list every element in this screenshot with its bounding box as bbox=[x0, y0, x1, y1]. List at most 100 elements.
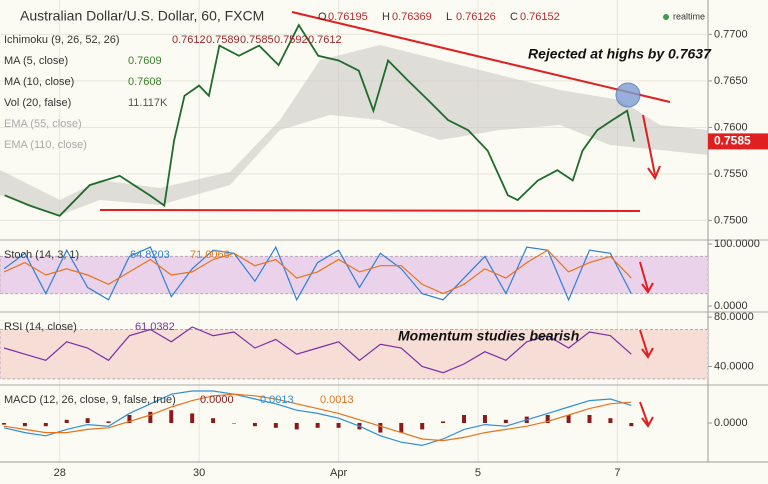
annotation: Rejected at highs by 0.7637 bbox=[528, 46, 712, 62]
arrow bbox=[639, 401, 654, 428]
ohlc-value: 0.76126 bbox=[456, 11, 496, 23]
histogram-bar bbox=[127, 415, 132, 423]
y-tick-label: 0.7650 bbox=[714, 75, 748, 87]
indicator-name: Vol (20, false) bbox=[4, 97, 71, 109]
indicator-value: 0.7589 bbox=[206, 34, 240, 46]
indicator-name: EMA (55, close) bbox=[4, 118, 82, 130]
y-tick-label: 0.0000 bbox=[714, 417, 748, 429]
ohlc-label: L bbox=[446, 11, 452, 23]
indicator-value: 0.7585 bbox=[240, 34, 274, 46]
ohlc-label: C bbox=[510, 11, 518, 23]
histogram-bar bbox=[64, 419, 69, 423]
histogram-bar bbox=[587, 415, 592, 423]
chart-title: Australian Dollar/U.S. Dollar, 60, FXCM bbox=[20, 8, 264, 24]
legend-value: 64.8203 bbox=[130, 249, 170, 261]
indicator-value: 0.7608 bbox=[128, 76, 162, 88]
x-tick-label: 28 bbox=[54, 467, 66, 479]
histogram-bar bbox=[190, 413, 195, 423]
histogram-bar bbox=[315, 423, 320, 428]
support-line bbox=[99, 209, 641, 212]
ohlc-value: 0.76369 bbox=[392, 11, 432, 23]
histogram-bar bbox=[1, 423, 6, 425]
histogram-bar bbox=[462, 415, 467, 423]
histogram-bar bbox=[294, 423, 299, 430]
histogram-bar bbox=[336, 423, 341, 428]
x-tick-label: 30 bbox=[193, 467, 205, 479]
legend-value: 61.0382 bbox=[135, 321, 175, 333]
x-tick-label: Apr bbox=[330, 467, 347, 479]
histogram-bar bbox=[399, 423, 404, 433]
histogram-bar bbox=[252, 423, 257, 427]
y-tick-label: 100.0000 bbox=[714, 238, 760, 250]
indicator-value: 0.7592 bbox=[274, 34, 308, 46]
histogram-bar bbox=[106, 421, 111, 423]
histogram-bar bbox=[566, 415, 571, 423]
arrow bbox=[639, 261, 654, 294]
marks-layer bbox=[1, 23, 768, 447]
arrow bbox=[642, 114, 661, 181]
histogram-bar bbox=[22, 423, 27, 427]
histogram-bar bbox=[441, 421, 446, 423]
indicator-value: 0.7609 bbox=[128, 55, 162, 67]
panel-title: Stoch (14, 3, 1) bbox=[4, 249, 79, 261]
indicator-name: EMA (110, close) bbox=[4, 139, 87, 151]
series-line bbox=[3, 326, 632, 374]
indicator-name: MA (10, close) bbox=[4, 76, 74, 88]
series-line bbox=[3, 249, 632, 295]
histogram-bar bbox=[420, 423, 425, 430]
ohlc-value: 0.76195 bbox=[328, 11, 368, 23]
band bbox=[0, 329, 709, 380]
x-tick-label: 7 bbox=[614, 467, 620, 479]
highlight-circle bbox=[615, 82, 641, 108]
indicator-name: MA (5, close) bbox=[4, 55, 68, 67]
status-dot bbox=[663, 14, 669, 20]
histogram-bar bbox=[43, 423, 48, 427]
y-tick-label: 0.7500 bbox=[714, 214, 748, 226]
indicator-value: 11.117K bbox=[128, 97, 168, 109]
y-tick-label: 80.0000 bbox=[714, 311, 754, 323]
histogram-bar bbox=[482, 415, 487, 423]
legend-value: 0.0000 bbox=[200, 394, 234, 406]
histogram-bar bbox=[629, 423, 634, 427]
y-tick-label: 0.7600 bbox=[714, 121, 748, 133]
price-tag-label: 0.7585 bbox=[714, 134, 751, 148]
annotation: Momentum studies bearish bbox=[398, 328, 579, 344]
ichimoku-cloud bbox=[0, 45, 708, 215]
panel-title: RSI (14, close) bbox=[4, 321, 77, 333]
ohlc-label: O bbox=[318, 11, 327, 23]
text-layer: Australian Dollar/U.S. Dollar, 60, FXCM … bbox=[4, 8, 760, 479]
histogram-bar bbox=[273, 423, 278, 428]
band bbox=[0, 255, 709, 295]
y-tick-label: 0.7550 bbox=[714, 168, 748, 180]
arrow bbox=[639, 329, 654, 359]
ohlc-value: 0.76152 bbox=[520, 11, 560, 23]
indicator-value: 0.7612 bbox=[308, 34, 342, 46]
legend-value: 71.0066 bbox=[190, 249, 230, 261]
y-tick-label: 0.0000 bbox=[714, 300, 748, 312]
panel-title: MACD (12, 26, close, 9, false, true) bbox=[4, 394, 176, 406]
y-tick-label: 0.7700 bbox=[714, 28, 748, 40]
series-line bbox=[3, 393, 632, 442]
histogram-bar bbox=[378, 423, 383, 433]
series-line bbox=[3, 245, 632, 302]
histogram-bar bbox=[503, 419, 508, 423]
legend-value: 0.0013 bbox=[260, 394, 294, 406]
histogram-bar bbox=[232, 423, 237, 424]
price-tag bbox=[708, 133, 768, 150]
legend-value: 0.0013 bbox=[320, 394, 354, 406]
histogram-bar bbox=[169, 410, 174, 423]
ohlc-label: H bbox=[382, 11, 390, 23]
histogram-bar bbox=[148, 411, 153, 423]
indicator-name: Ichimoku (9, 26, 52, 26) bbox=[4, 34, 120, 46]
x-tick-label: 5 bbox=[475, 467, 481, 479]
trend-line bbox=[291, 11, 671, 103]
histogram-bar bbox=[85, 418, 90, 423]
y-tick-label: 40.0000 bbox=[714, 360, 754, 372]
histogram-bar bbox=[608, 418, 613, 423]
histogram-bar bbox=[545, 415, 550, 423]
series-line bbox=[4, 23, 635, 217]
status: realtime bbox=[673, 11, 705, 21]
histogram-bar bbox=[211, 418, 216, 423]
series-line bbox=[3, 390, 632, 447]
